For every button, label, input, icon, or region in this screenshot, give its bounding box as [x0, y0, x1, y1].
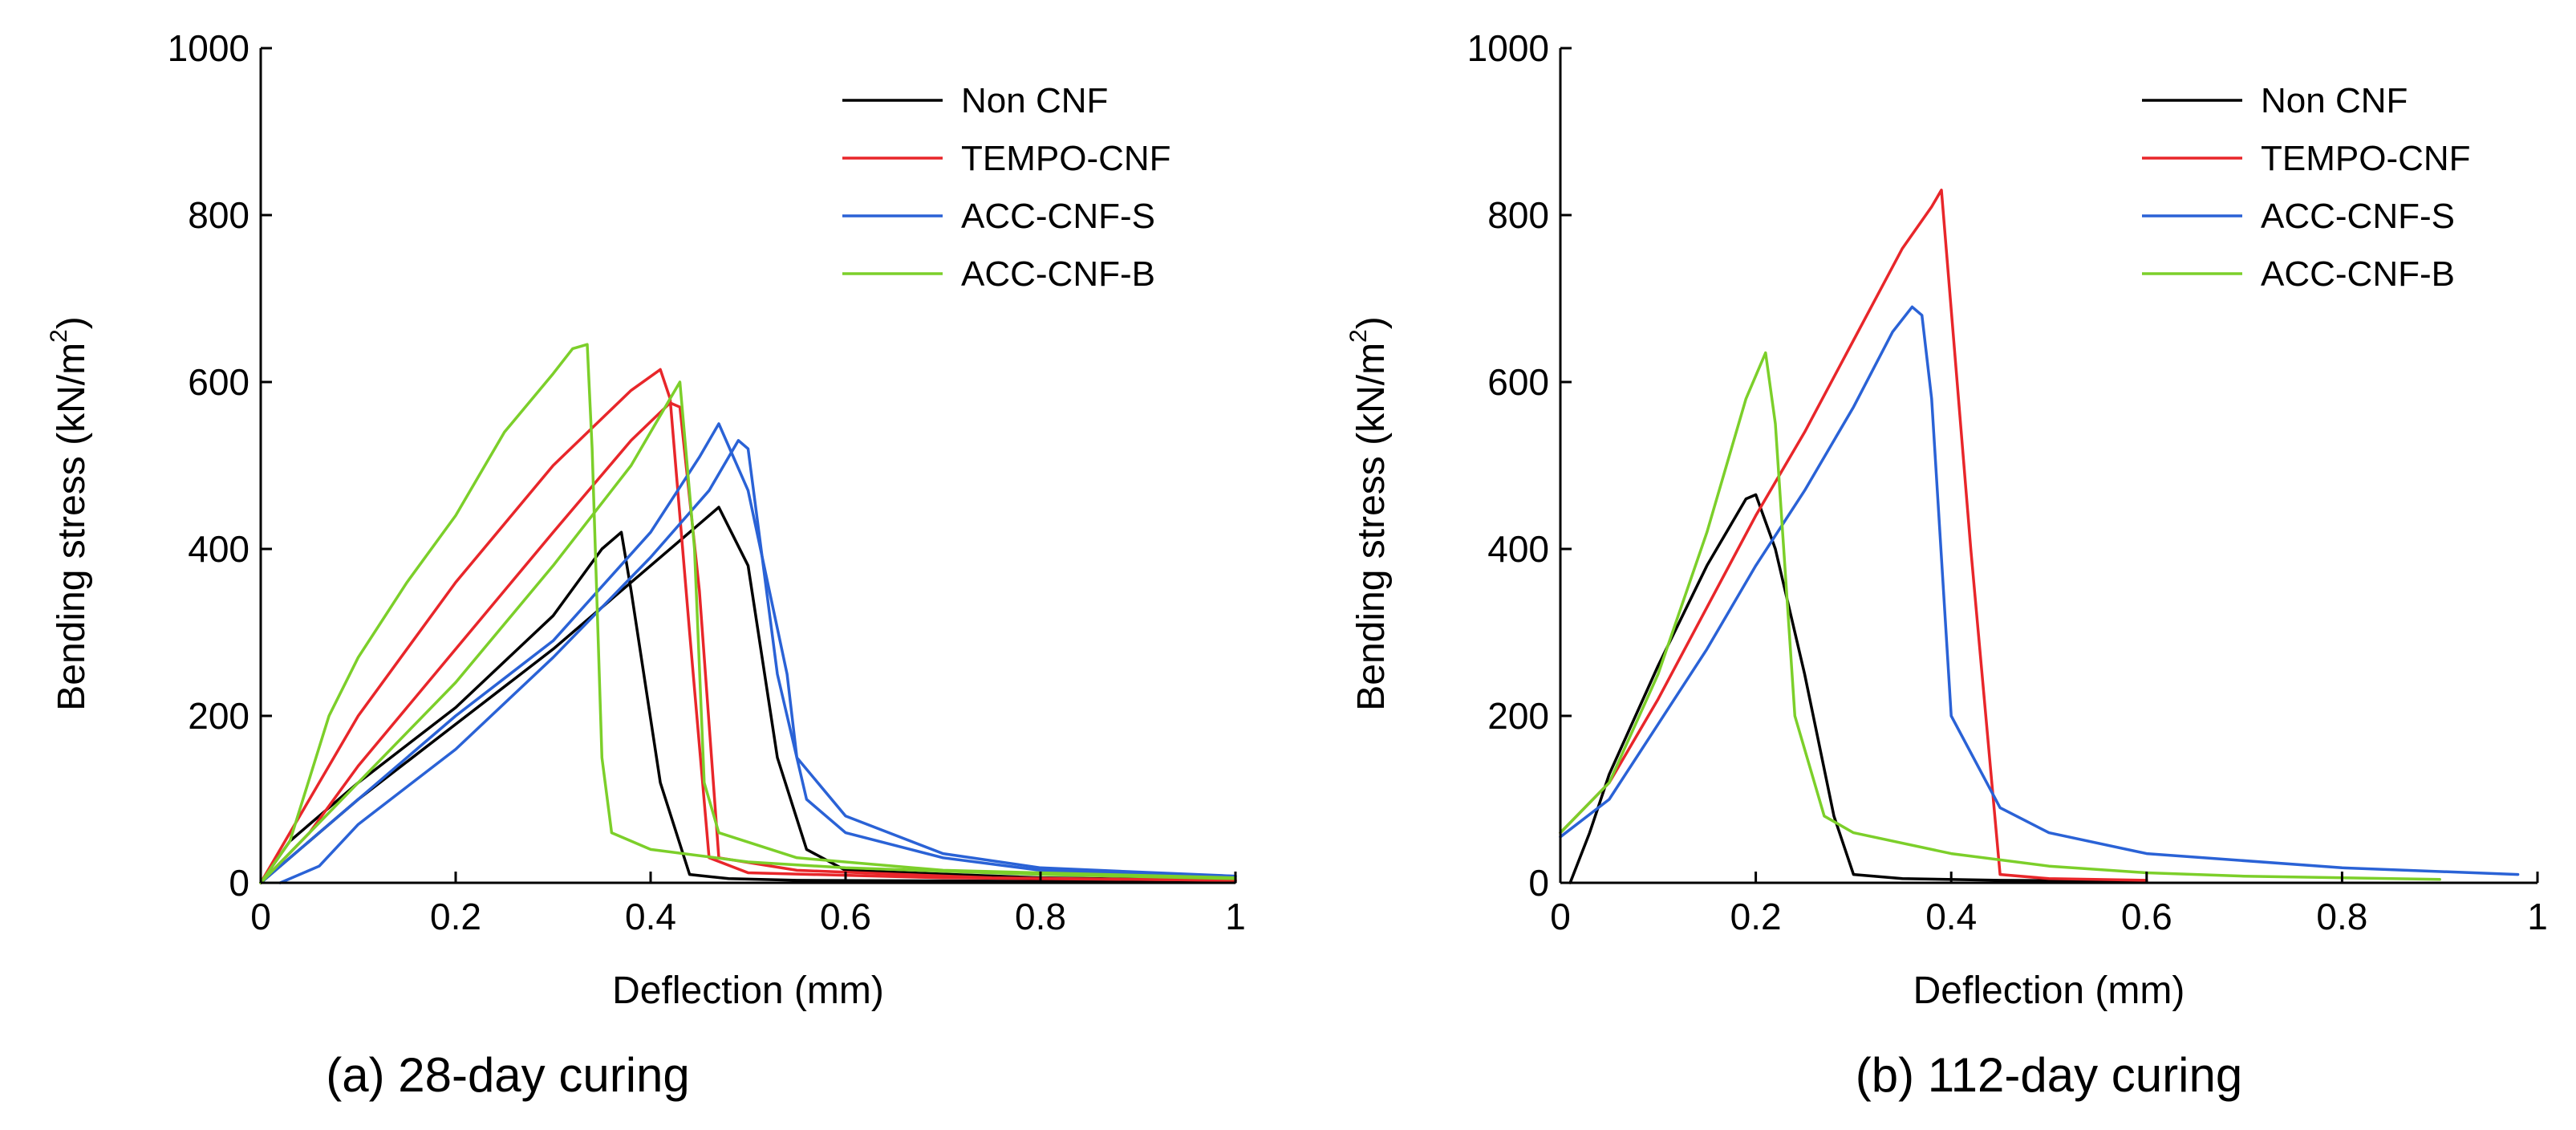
x-tick-label: 0.6 — [820, 896, 871, 937]
y-tick-label: 200 — [188, 695, 249, 737]
legend-label-tempo-cnf: TEMPO-CNF — [2261, 139, 2471, 178]
x-tick-label: 0.4 — [625, 896, 676, 937]
series-line-non-cnf-0 — [1568, 493, 2148, 884]
y-tick-label: 400 — [188, 528, 249, 570]
series-line-non-cnf-1 — [259, 506, 1237, 884]
y-tick-label: 0 — [229, 862, 249, 904]
legend-label-acc-cnf-b: ACC-CNF-B — [961, 254, 1155, 294]
x-axis-label: Deflection (mm) — [612, 969, 884, 1012]
x-tick-label: 0.2 — [1730, 896, 1782, 937]
y-tick-label: 400 — [1487, 528, 1549, 570]
series-line-acc-cnf-b-3 — [1559, 351, 2441, 881]
y-tick-label: 600 — [1487, 361, 1549, 403]
legend-label-tempo-cnf: TEMPO-CNF — [961, 139, 1171, 178]
legend-label-acc-cnf-s: ACC-CNF-S — [2261, 197, 2455, 236]
legend-label-non-cnf: Non CNF — [961, 81, 1108, 120]
series-line-acc-cnf-b-7 — [259, 380, 1237, 884]
y-axis-label-close: ) — [1350, 316, 1393, 329]
legend-label-acc-cnf-s: ACC-CNF-S — [961, 197, 1155, 236]
y-axis-label-superscript: 2 — [46, 329, 72, 343]
chart-112-day: 0 0.2 0.4 0.6 0.8 1 0 200 400 600 800 1000 Deflectio… — [1345, 27, 2548, 1102]
series-group — [1559, 189, 2520, 884]
x-tick-label: 0.8 — [1015, 896, 1066, 937]
y-tick-label: 0 — [1528, 862, 1549, 904]
legend: Non CNF TEMPO-CNF ACC-CNF-S ACC-CNF-B — [842, 81, 1171, 294]
series-line-tempo-cnf-1 — [1559, 189, 2148, 882]
y-tick-label: 1000 — [1467, 27, 1549, 69]
x-tick-label: 0.2 — [430, 896, 481, 937]
series-line-acc-cnf-b-6 — [259, 343, 1237, 884]
legend-label-acc-cnf-b: ACC-CNF-B — [2261, 254, 2455, 294]
chart-caption: (b) 112-day curing — [1856, 1048, 2242, 1102]
y-axis-label: Bending stress (kN/m2) — [46, 316, 93, 710]
y-axis-label-text: Bending stress (kN/m — [1350, 343, 1393, 711]
y-axis-label-text: Bending stress (kN/m — [51, 343, 93, 711]
legend: Non CNF TEMPO-CNF ACC-CNF-S ACC-CNF-B — [2142, 81, 2471, 294]
chart-28-day: 0 0.2 0.4 0.6 0.8 1 0 200 400 600 800 1000 Deflectio… — [46, 27, 1246, 1102]
y-axis-label-superscript: 2 — [1345, 329, 1372, 343]
y-tick-label: 1000 — [168, 27, 249, 69]
y-tick-label: 600 — [188, 361, 249, 403]
series-line-acc-cnf-s-5 — [278, 439, 1237, 884]
x-tick-label: 0.8 — [2316, 896, 2367, 937]
series-line-acc-cnf-s-2 — [1559, 305, 2520, 876]
series-line-tempo-cnf-2 — [259, 368, 1237, 884]
x-tick-label: 0.4 — [1925, 896, 1977, 937]
series-line-tempo-cnf-3 — [259, 401, 1237, 884]
x-tick-label: 0 — [1550, 896, 1571, 937]
x-tick-label: 1 — [1225, 896, 1246, 937]
y-axis-label-close: ) — [51, 316, 93, 329]
x-tick-label: 0 — [250, 896, 271, 937]
x-axis-label: Deflection (mm) — [1913, 969, 2185, 1012]
y-tick-label: 200 — [1487, 695, 1549, 737]
series-line-acc-cnf-s-4 — [259, 422, 1237, 884]
y-axis-label: Bending stress (kN/m2) — [1345, 316, 1393, 710]
y-tick-label: 800 — [1487, 194, 1549, 236]
chart-caption: (a) 28-day curing — [326, 1048, 690, 1102]
y-tick-label: 800 — [188, 194, 249, 236]
x-tick-label: 1 — [2527, 896, 2548, 937]
x-tick-label: 0.6 — [2121, 896, 2172, 937]
series-group — [259, 343, 1237, 884]
legend-label-non-cnf: Non CNF — [2261, 81, 2408, 120]
